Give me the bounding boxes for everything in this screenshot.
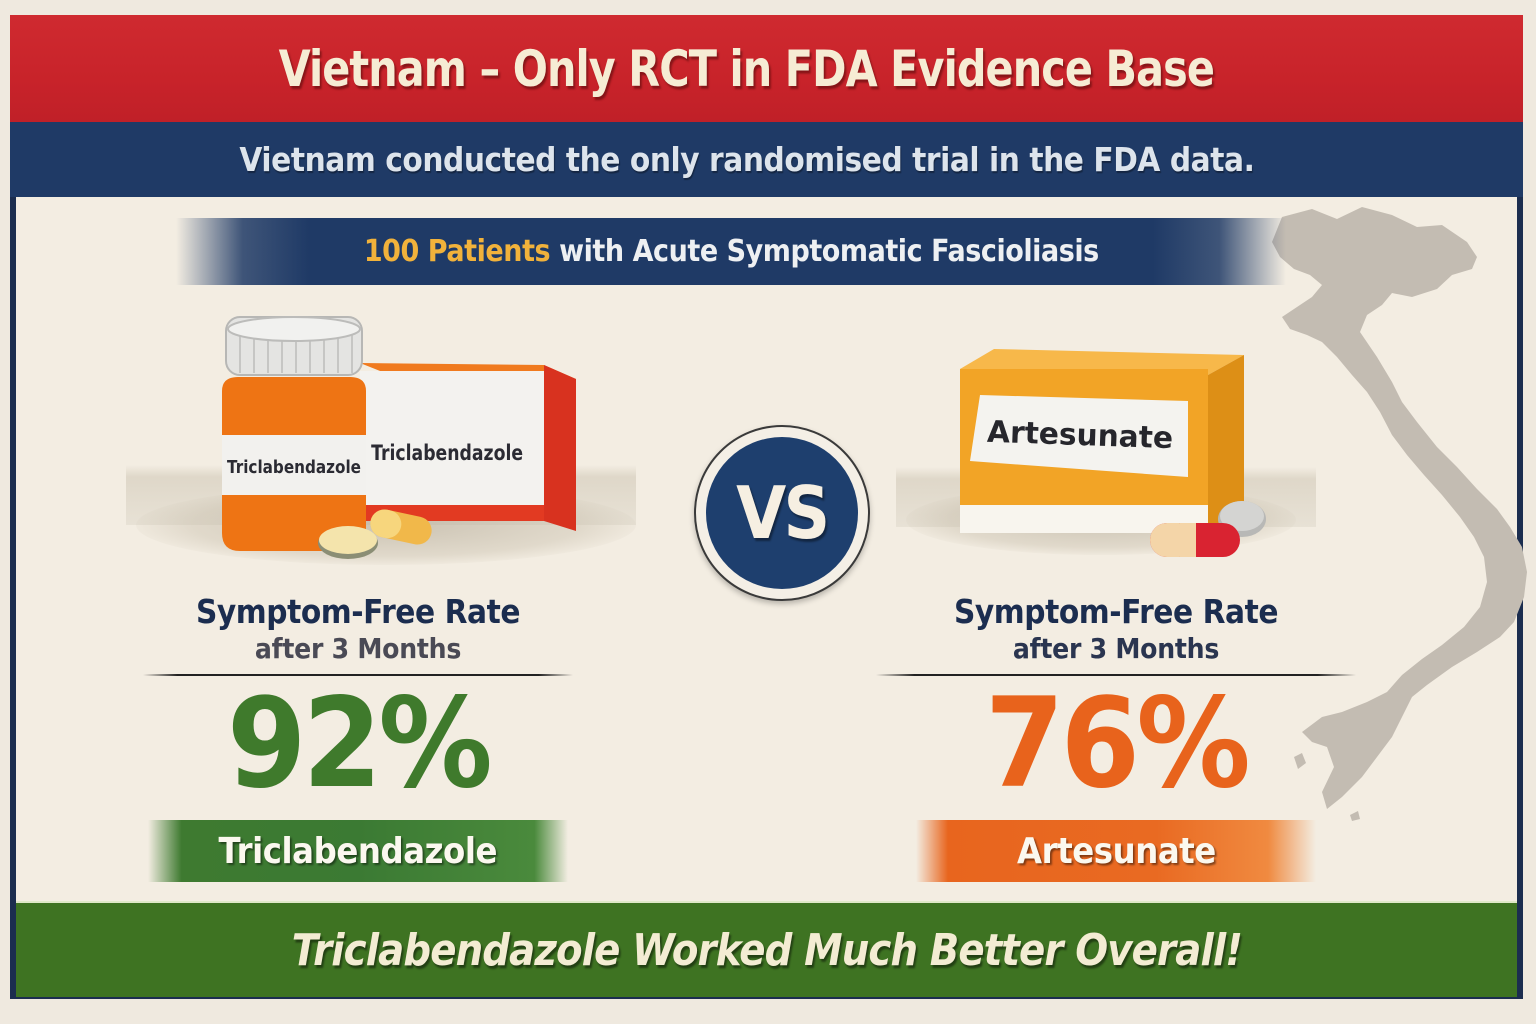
pill-bottle-icon: Triclabendazole <box>222 316 366 551</box>
pills-icon <box>318 509 432 559</box>
medicine-box-icon: Triclabendazole <box>360 363 576 531</box>
triclabendazole-result: Symptom-Free Rate after 3 Months 92% Tri… <box>118 592 598 882</box>
metric-label: Symptom-Free Rate <box>195 592 521 631</box>
drug-label-bar: Triclabendazole <box>148 820 568 882</box>
vs-badge: VS <box>694 425 870 601</box>
drug-label: Artesunate <box>1016 830 1216 872</box>
conclusion-banner: Triclabendazole Worked Much Better Overa… <box>16 901 1517 997</box>
vs-text: VS <box>736 471 830 555</box>
page-subtitle: Vietnam conducted the only randomised tr… <box>238 140 1255 179</box>
drug-label: Triclabendazole <box>218 830 498 872</box>
result-value: 76% <box>984 672 1251 816</box>
triclabendazole-illustration: Triclabendazole Triclabendazole <box>126 315 646 575</box>
divider <box>143 674 573 676</box>
page-title: Vietnam – Only RCT in FDA Evidence Base <box>278 39 1215 98</box>
box-label: Artesunate <box>986 415 1173 456</box>
vs-badge-inner: VS <box>706 437 858 589</box>
metric-sub: after 3 Months <box>254 632 462 665</box>
metric-sub: after 3 Months <box>1012 632 1220 665</box>
divider <box>876 674 1356 676</box>
conclusion-text: Triclabendazole Worked Much Better Overa… <box>291 924 1242 976</box>
subtitle-banner: Vietnam conducted the only randomised tr… <box>10 122 1523 197</box>
medicine-box-icon: Artesunate <box>960 349 1244 533</box>
patient-condition: with Acute Symptomatic Fascioliasis <box>549 234 1099 269</box>
content-panel: 100 Patients with Acute Symptomatic Fasc… <box>10 197 1527 999</box>
result-value: 92% <box>226 672 493 816</box>
patients-banner: 100 Patients with Acute Symptomatic Fasc… <box>176 218 1286 285</box>
metric-label: Symptom-Free Rate <box>953 592 1279 631</box>
title-banner: Vietnam – Only RCT in FDA Evidence Base <box>10 15 1523 122</box>
patients-text: 100 Patients with Acute Symptomatic Fasc… <box>364 234 1099 269</box>
bottle-label: Triclabendazole <box>227 457 361 478</box>
box-label: Triclabendazole <box>371 441 523 466</box>
artesunate-result: Symptom-Free Rate after 3 Months 76% Art… <box>876 592 1356 882</box>
drug-label-bar: Artesunate <box>916 820 1316 882</box>
artesunate-illustration: Artesunate <box>896 335 1316 575</box>
capsule-icon <box>1150 501 1266 557</box>
vietnam-map-icon <box>1272 207 1527 821</box>
infographic-frame: Vietnam – Only RCT in FDA Evidence Base … <box>10 15 1527 999</box>
patient-count: 100 Patients <box>363 234 551 269</box>
